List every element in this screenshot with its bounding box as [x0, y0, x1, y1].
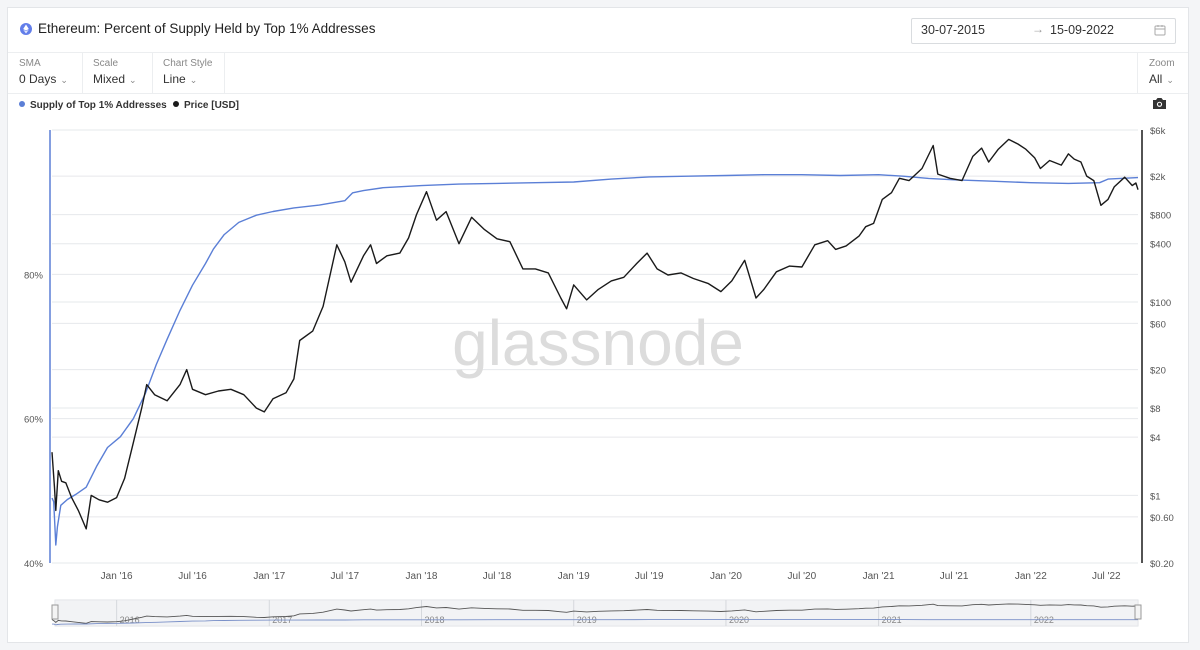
x-tick-label: Jul '21	[940, 571, 969, 582]
legend-label-price: Price [USD]	[184, 100, 240, 111]
y-right-tick-label: $20	[1150, 366, 1166, 377]
x-tick-label: Jan '21	[863, 571, 895, 582]
y-right-tick-label: $6k	[1150, 126, 1166, 137]
navigator[interactable]: 2016 2017 2018 2019 2020 2021 2022	[51, 599, 1142, 627]
chart-card: Ethereum: Percent of Supply Held by Top …	[7, 7, 1189, 643]
chevron-down-icon: ⌄	[1166, 75, 1174, 85]
x-tick-label: Jul '20	[788, 571, 817, 582]
navigator-selection[interactable]	[55, 600, 1138, 626]
legend-item-price[interactable]: Price [USD]	[173, 100, 239, 111]
zoom-dropdown[interactable]: Zoom All ⌄	[1137, 53, 1189, 93]
left-axis-ticks: 40% 60% 80%	[24, 270, 44, 570]
y-right-tick-label: $400	[1150, 240, 1171, 251]
calendar-icon[interactable]	[1154, 24, 1166, 39]
y-right-tick-label: $8	[1150, 404, 1161, 415]
y-left-tick-label: 40%	[24, 559, 44, 570]
arrow-right-icon: →	[1032, 22, 1044, 36]
x-tick-label: Jul '22	[1092, 571, 1121, 582]
x-tick-label: Jan '22	[1015, 571, 1047, 582]
series-line-supply	[51, 174, 1139, 546]
zoom-label: Zoom	[1149, 58, 1175, 69]
chart-style-label: Chart Style	[163, 58, 213, 69]
y-right-tick-label: $60	[1150, 319, 1166, 330]
x-tick-label: Jan '17	[253, 571, 285, 582]
controls-bar: SMA 0 Days ⌄ Scale Mixed ⌄ Chart Style Lin…	[8, 53, 1188, 94]
chevron-down-icon: ⌄	[129, 75, 137, 85]
chart-style-dropdown[interactable]: Chart Style Line ⌄	[152, 53, 225, 93]
sma-value: 0 Days	[19, 72, 57, 86]
y-right-tick-label: $0.20	[1150, 559, 1174, 570]
legend-dot	[173, 101, 179, 107]
y-right-tick-label: $4	[1150, 433, 1161, 444]
y-right-tick-label: $1	[1150, 491, 1161, 502]
navigator-price-line	[51, 603, 1139, 624]
chart-style-value: Line	[163, 72, 186, 86]
x-tick-label: Jul '19	[635, 571, 664, 582]
x-tick-label: Jan '16	[101, 571, 133, 582]
navigator-left-handle[interactable]	[51, 604, 59, 620]
x-tick-label: Jul '16	[178, 571, 207, 582]
x-tick-label: Jul '18	[483, 571, 512, 582]
y-left-tick-label: 80%	[24, 270, 44, 281]
navigator-supply-line	[52, 619, 1138, 626]
y-right-tick-label: $2k	[1150, 172, 1166, 183]
x-tick-label: Jan '19	[558, 571, 590, 582]
y-right-tick-label: $0.60	[1150, 513, 1174, 524]
y-right-tick-label: $100	[1150, 298, 1171, 309]
y-left-tick-label: 60%	[24, 415, 44, 426]
x-tick-label: Jan '18	[406, 571, 438, 582]
legend-label-supply: Supply of Top 1% Addresses	[30, 100, 167, 111]
chart-title: Ethereum: Percent of Supply Held by Top …	[38, 21, 376, 36]
navigator-right-handle[interactable]	[1134, 604, 1142, 620]
legend-dot	[19, 101, 25, 107]
sma-label: SMA	[19, 58, 41, 69]
scale-label: Scale	[93, 58, 119, 69]
legend-item-supply[interactable]: Supply of Top 1% Addresses	[19, 100, 167, 111]
y-right-tick-label: $800	[1150, 211, 1171, 222]
chevron-down-icon: ⌄	[189, 75, 198, 85]
x-tick-label: Jul '17	[330, 571, 359, 582]
watermark: glassnode	[452, 307, 744, 379]
sma-dropdown[interactable]: SMA 0 Days ⌄	[8, 53, 83, 93]
date-from-input[interactable]: 30-07-2015	[921, 23, 985, 37]
date-range-picker[interactable]: 30-07-2015 → 15-09-2022	[911, 18, 1176, 44]
scale-dropdown[interactable]: Scale Mixed ⌄	[82, 53, 153, 93]
x-tick-label: Jan '20	[710, 571, 742, 582]
chart-header: Ethereum: Percent of Supply Held by Top …	[8, 8, 1188, 53]
scale-value: Mixed	[93, 72, 126, 86]
grid-lines	[52, 129, 1138, 564]
ethereum-icon	[20, 23, 32, 35]
camera-icon[interactable]	[1152, 97, 1167, 115]
right-axis-ticks: $6k $2k $800 $400 $100 $60 $20 $8 $4 $1 $0.60 $0.20	[1150, 126, 1174, 570]
zoom-value: All	[1149, 72, 1163, 86]
x-axis-ticks: Jan '16 Jul '16 Jan '17 Jul '17 Jan '18 Jul '…	[101, 571, 1121, 582]
series-line-price	[51, 138, 1139, 530]
date-to-input[interactable]: 15-09-2022	[1050, 23, 1114, 37]
chevron-down-icon: ⌄	[60, 75, 68, 85]
